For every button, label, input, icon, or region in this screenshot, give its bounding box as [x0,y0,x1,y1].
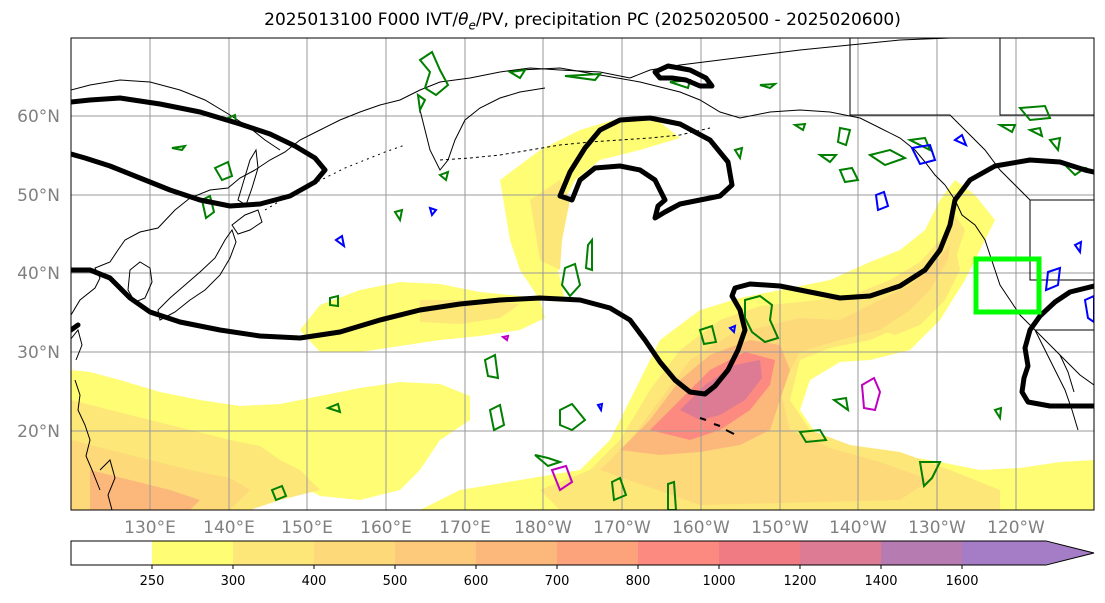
colorbar-tick-label: 800 [626,574,651,589]
lon-label: 160°E [360,518,412,538]
pv-contours-green [171,50,1088,510]
lat-label: 30°N [17,343,60,363]
colorbar-segment [638,541,720,565]
lon-label: 170°E [439,518,491,538]
map-area [71,38,1094,510]
colorbar-segment [314,541,396,565]
pv-contours-magenta [500,334,882,492]
lon-label: 130°W [908,518,966,538]
colorbar-tick-label: 400 [302,574,327,589]
lon-label: 180°W [514,518,572,538]
lon-label: 130°E [124,518,176,538]
lat-label: 20°N [17,422,60,442]
lat-label: 60°N [17,107,60,127]
target-region-box [973,256,1042,315]
colorbar-tick-label: 500 [383,574,408,589]
lat-label: 40°N [17,264,60,284]
colorbar-tick-label: 250 [140,574,165,589]
lon-label: 120°W [987,518,1045,538]
lat-label: 50°N [17,186,60,206]
colorbar-tick-label: 1400 [864,574,897,589]
longitude-labels: 130°E 140°E 150°E 160°E 170°E 180°W 170°… [124,518,1045,538]
colorbar-segment [233,541,315,565]
colorbar-segment [719,541,801,565]
map-frame [70,37,1095,511]
colorbar-tick-label: 1600 [945,574,978,589]
lon-label: 160°W [672,518,730,538]
lon-label: 150°W [751,518,809,538]
colorbar-segment [557,541,639,565]
colorbar-segment [476,541,558,565]
colorbar-segment [881,541,963,565]
lon-label: 140°E [203,518,255,538]
colorbar-tick-label: 700 [545,574,570,589]
latitude-labels: 60°N 50°N 40°N 30°N 20°N [17,107,60,442]
lon-label: 140°W [829,518,887,538]
colorbar: 250 300 400 500 600 700 800 1000 1200 1400 1600 [70,540,1095,589]
colorbar-tick-label: 600 [464,574,489,589]
colorbar-tick-label: 300 [221,574,246,589]
lon-label: 170°W [593,518,651,538]
map-title: 2025013100 F000 IVT/θe/PV, precipitation… [264,10,901,33]
colorbar-extend-arrow [962,541,1094,565]
colorbar-tick-label: 1200 [783,574,816,589]
lon-label: 150°E [281,518,333,538]
pv-contours-blue [334,133,1094,413]
coastlines [71,38,1094,510]
colorbar-segment [395,541,477,565]
colorbar-segment [800,541,882,565]
colorbar-outline [70,540,1095,566]
theta-e-contours [71,63,1094,409]
colorbar-segment [152,541,234,565]
colorbar-segment [71,541,153,565]
colorbar-tick-label: 1000 [702,574,735,589]
